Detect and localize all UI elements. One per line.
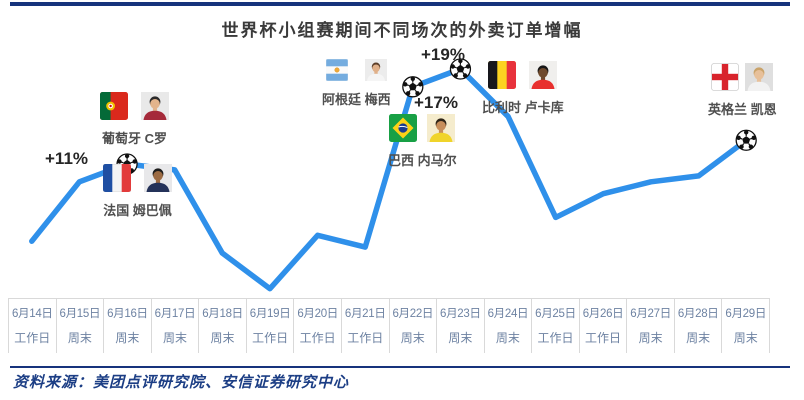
argentina-player-avatar [364, 59, 387, 81]
source-divider-rule [10, 366, 790, 368]
day-type-cell: 周末 [495, 331, 520, 345]
date-column: 6月14日工作日 [8, 299, 56, 353]
date-column: 6月27日周末 [626, 299, 674, 353]
date-column: 6月23日周末 [436, 299, 484, 353]
belgium-player-avatar [529, 61, 558, 89]
date-cell: 6月20日 [297, 308, 338, 320]
date-column: 6月28日周末 [673, 299, 722, 353]
day-type-cell: 周末 [400, 331, 425, 345]
annotation-label: 英格兰 凯恩 [708, 102, 777, 117]
day-type-cell: 周末 [162, 331, 187, 345]
england-player-avatar [745, 63, 774, 91]
day-type-cell: 工作日 [347, 331, 384, 345]
date-cell: 6月29日 [725, 308, 767, 320]
date-cell: 6月16日 [107, 308, 148, 320]
annotation-label: 法国 姆巴佩 [103, 203, 172, 218]
day-type-cell: 周末 [686, 331, 711, 345]
date-column: 6月24日周末 [483, 299, 532, 353]
date-column: 6月22日周末 [388, 299, 437, 353]
date-cell: 6月18日 [202, 308, 243, 320]
annotation-label: 比利时 卢卡库 [482, 100, 564, 115]
percent-label: +11% [45, 149, 89, 168]
top-accent-rule [10, 2, 790, 6]
date-column: 6月20日工作日 [293, 299, 341, 353]
date-column: 6月25日工作日 [531, 299, 579, 353]
date-cell: 6月26日 [582, 308, 624, 320]
date-cell: 6月24日 [487, 308, 529, 320]
annotation-belgium: 比利时 卢卡库 [482, 61, 564, 116]
day-type-cell: 周末 [115, 331, 140, 345]
date-cell: 6月15日 [59, 308, 101, 320]
brazil-flag-icon [389, 114, 418, 142]
day-type-cell: 工作日 [299, 331, 336, 345]
belgium-flag-icon [488, 61, 517, 89]
date-column: 6月16日周末 [103, 299, 151, 353]
portugal-player-avatar [141, 92, 169, 120]
annotation-portugal: 葡萄牙 C罗 [100, 92, 169, 147]
date-cell: 6月27日 [630, 308, 671, 320]
day-type-cell: 工作日 [14, 331, 51, 345]
soccer-ball-icon [735, 129, 757, 151]
annotation-label: 阿根廷 梅西 [322, 92, 391, 107]
percent-label: +17% [414, 93, 458, 112]
annotation-label: 巴西 内马尔 [388, 153, 457, 168]
date-cell: 6月25日 [535, 308, 576, 320]
date-column: 6月15日周末 [55, 299, 104, 353]
date-column: 6月29日周末 [721, 299, 770, 353]
portugal-flag-icon [100, 92, 128, 120]
annotation-france: 法国 姆巴佩 [103, 164, 172, 219]
day-type-cell: 周末 [67, 331, 92, 345]
date-column: 6月26日工作日 [578, 299, 627, 353]
annotation-brazil: 巴西 内马尔 [388, 114, 457, 169]
date-cell: 6月17日 [154, 308, 196, 320]
date-cell: 6月23日 [440, 308, 481, 320]
day-type-cell: 周末 [448, 331, 473, 345]
day-type-cell: 工作日 [252, 331, 289, 345]
date-column: 6月21日工作日 [340, 299, 389, 353]
chart-title: 世界杯小组赛期间不同场次的外卖订单增幅 [221, 21, 583, 40]
date-cell: 6月28日 [677, 308, 719, 320]
day-type-cell: 周末 [638, 331, 663, 345]
date-cell: 6月14日 [11, 308, 53, 320]
date-cell: 6月22日 [392, 308, 434, 320]
source-text: 资料来源：美团点评研究院、安信证券研究中心 [13, 375, 350, 391]
date-column: 6月17日周末 [150, 299, 199, 353]
date-table: 6月14日 工作日 6月15日 周末 6月16日 周末 6月17日 周末 6月18日 周末 6月19… [8, 298, 770, 353]
date-cell: 6月21日 [344, 308, 386, 320]
day-type-cell: 周末 [210, 331, 235, 345]
annotation-argentina: 阿根廷 梅西 [322, 59, 391, 108]
day-type-cell: 周末 [733, 331, 758, 345]
france-player-avatar [144, 164, 172, 192]
date-column: 6月19日工作日 [245, 299, 294, 353]
annotation-england: 英格兰 凯恩 [708, 63, 777, 118]
date-cell: 6月19日 [249, 308, 291, 320]
annotation-label: 葡萄牙 C罗 [101, 131, 167, 146]
date-column: 6月18日周末 [198, 299, 246, 353]
brazil-player-avatar [427, 114, 456, 142]
argentina-flag-icon [325, 59, 348, 81]
day-type-cell: 工作日 [537, 331, 574, 345]
day-type-cell: 工作日 [585, 331, 622, 345]
france-flag-icon [103, 164, 131, 192]
percent-label: +19% [421, 45, 465, 64]
england-flag-icon [711, 63, 740, 91]
